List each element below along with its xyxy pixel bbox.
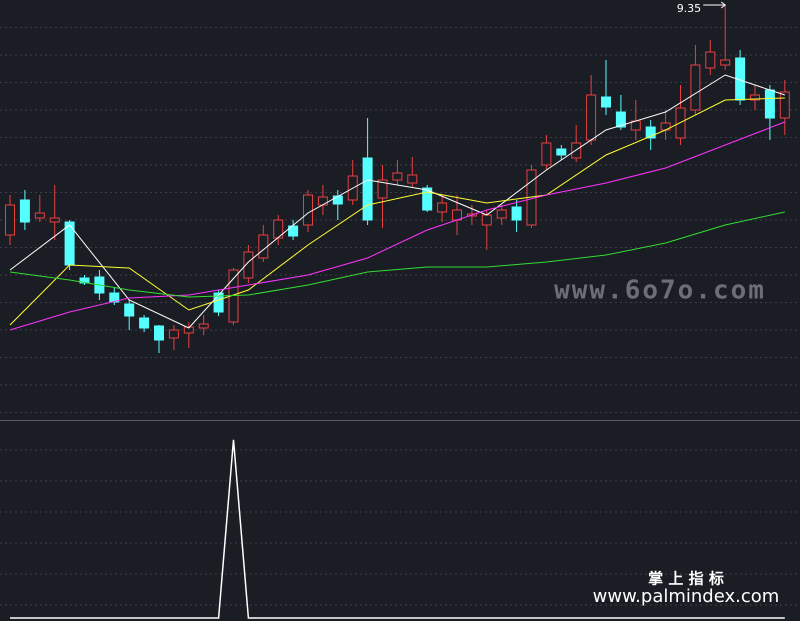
ma-line	[9, 74, 785, 329]
candle-body	[645, 126, 656, 139]
candle-body	[779, 91, 790, 119]
candle-body	[183, 326, 194, 334]
candle-body	[377, 179, 388, 199]
candle-body	[556, 148, 567, 156]
candle-body	[481, 214, 492, 226]
watermark: 掌 上 指 标	[648, 570, 724, 588]
candle-body	[124, 303, 135, 317]
candle-body	[213, 292, 224, 313]
candle-body	[303, 194, 313, 226]
candle-body	[764, 89, 775, 119]
high-arrow	[720, 1, 727, 9]
candle-body	[541, 142, 552, 166]
candle-body	[362, 157, 373, 221]
candle-body	[586, 94, 597, 141]
watermark: www.palmindex.com	[593, 586, 780, 607]
candle-body	[407, 174, 418, 184]
candle-body	[690, 64, 701, 111]
candle-body	[168, 329, 179, 339]
ma-line	[9, 121, 785, 331]
candle-body	[496, 209, 507, 219]
candle-body	[720, 59, 731, 66]
candle-body	[437, 202, 448, 213]
ma-line	[9, 211, 785, 298]
candle-body	[243, 251, 254, 279]
candle-body	[332, 195, 343, 205]
candle-body	[615, 111, 626, 128]
candle-body	[392, 172, 403, 181]
grid	[0, 27, 800, 606]
candle-body	[154, 325, 164, 341]
candle-body	[288, 225, 299, 237]
candle-body	[705, 51, 716, 69]
candle-body	[139, 317, 150, 329]
candle-body	[19, 199, 30, 223]
candle-body	[601, 96, 611, 108]
candle-body	[49, 217, 60, 223]
ma-line	[9, 97, 785, 326]
candle-body	[422, 187, 433, 211]
candle-body	[317, 196, 328, 206]
candle-body	[198, 323, 209, 329]
candle-body	[34, 212, 45, 219]
watermark: www.6o7o.com	[554, 276, 766, 306]
candle-body	[5, 204, 15, 236]
candle-body	[750, 94, 760, 101]
candle-body	[511, 206, 522, 221]
high-label: 9.35	[677, 2, 702, 15]
candle-body	[258, 234, 269, 259]
indicator-line	[10, 439, 785, 619]
